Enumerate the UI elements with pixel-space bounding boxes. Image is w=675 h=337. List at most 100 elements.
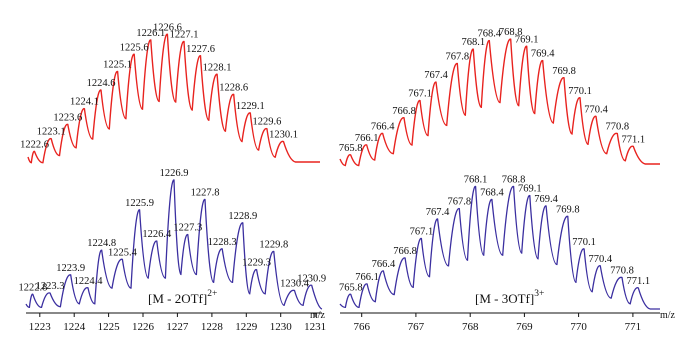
peak-label: 770.4 — [588, 254, 612, 265]
peak-label: 768.8 — [502, 175, 526, 186]
peak-label: 767.4 — [424, 70, 448, 81]
observed-2plus-trace — [25, 179, 323, 310]
peak-label: 770.1 — [572, 237, 596, 248]
peak-label: 1227.6 — [186, 44, 215, 55]
peak-label: 769.8 — [552, 66, 576, 77]
peak-label: 768.4 — [477, 29, 501, 40]
peak-label: 767.4 — [426, 207, 450, 218]
observed-3plus-x-axis-label: m/z — [660, 310, 675, 321]
peak-label: 769.1 — [515, 34, 539, 45]
peak-label: 770.1 — [568, 86, 592, 97]
peak-label: 1226.6 — [153, 22, 182, 33]
peak-label: 770.8 — [610, 266, 634, 277]
peak-label: 1229.6 — [252, 117, 281, 128]
observed-3plus-ion-label: [M - 3OTf]3+ — [475, 289, 544, 306]
peak-label: 1226.1 — [136, 28, 165, 39]
peak-label: 1225.6 — [120, 42, 149, 53]
peak-label: 1227.3 — [173, 223, 202, 234]
peak-label: 1227.1 — [170, 30, 199, 41]
peak-label: 1229.8 — [259, 240, 288, 251]
peak-label: 1222.6 — [20, 140, 49, 151]
peak-label: 767.1 — [410, 227, 434, 238]
peak-label: 1224.1 — [70, 97, 99, 108]
x-tick-label: 1231 — [304, 321, 326, 333]
x-tick-label: 1224 — [63, 321, 86, 333]
peak-label: 766.4 — [371, 122, 395, 133]
peak-label: 1223.1 — [37, 127, 66, 138]
peak-label: 1230.9 — [297, 273, 326, 284]
peak-label: 767.8 — [445, 52, 469, 63]
peak-label: 770.8 — [605, 122, 629, 133]
peak-label: 767.8 — [447, 197, 471, 208]
observed-2plus-ion-label: [M - 2OTf]2+ — [148, 289, 217, 306]
peak-label: 1226.4 — [142, 229, 172, 240]
x-tick-label: 770 — [570, 321, 587, 333]
peak-label: 1224.6 — [87, 78, 116, 89]
peak-label: 765.8 — [339, 282, 363, 293]
peak-label: 1224.8 — [87, 238, 116, 249]
peak-label: 766.1 — [355, 272, 379, 283]
observed-3plus-trace — [339, 185, 660, 310]
peak-label: 1227.8 — [191, 188, 220, 199]
peak-label: 766.8 — [393, 246, 417, 257]
peak-label: 1226.9 — [160, 168, 189, 179]
x-tick-label: 1223 — [29, 321, 52, 333]
peak-label: 1223.9 — [56, 263, 85, 274]
peak-label: 765.8 — [339, 143, 363, 154]
peak-label: 769.4 — [531, 49, 555, 60]
peak-label: 1229.3 — [242, 258, 271, 269]
peak-label: 1228.9 — [228, 211, 257, 222]
peak-label: 770.4 — [584, 104, 608, 115]
x-tick-label: 1230 — [270, 321, 293, 333]
peak-label: 766.4 — [372, 259, 396, 270]
peak-label: 771.1 — [621, 134, 645, 145]
peak-label: 768.1 — [461, 37, 485, 48]
peak-label: 1228.6 — [219, 82, 248, 93]
peak-label: 1225.1 — [103, 60, 132, 71]
peak-label: 1228.1 — [203, 62, 232, 73]
x-tick-label: 1229 — [235, 321, 258, 333]
peak-label: 766.8 — [392, 106, 416, 117]
x-tick-label: 771 — [625, 321, 642, 333]
observed-2plus-x-axis-label: m/z — [310, 310, 326, 321]
peak-label: 769.8 — [556, 204, 580, 215]
peak-label: 768.4 — [480, 188, 504, 199]
peak-label: 767.1 — [408, 89, 432, 100]
peak-label: 768.8 — [499, 27, 523, 38]
peak-label: 769.1 — [518, 184, 542, 195]
observed-3plus-x-ticks: 766 767 768 769 770 771 — [353, 313, 641, 333]
x-tick-label: 767 — [408, 321, 425, 333]
x-tick-label: 766 — [353, 321, 370, 333]
observed-2plus-x-ticks: 1223 1224 1225 1226 1227 1228 1229 1230 1231 — [29, 313, 326, 333]
peak-label: 1225.4 — [108, 247, 138, 258]
simulated-3plus-trace — [339, 38, 660, 167]
simulated-2plus-peak-labels: 1222.6 1223.1 1223.6 1224.1 1224.6 1225.1 1225… — [20, 22, 298, 150]
x-tick-label: 1227 — [166, 321, 189, 333]
x-tick-label: 1226 — [132, 321, 155, 333]
peak-label: 768.1 — [464, 175, 488, 186]
peak-label: 1222.8 — [18, 282, 47, 293]
x-tick-label: 1225 — [98, 321, 121, 333]
peak-label: 1223.3 — [36, 281, 65, 292]
peak-label: 769.4 — [534, 194, 558, 205]
peak-label: 1224.4 — [74, 276, 104, 287]
simulated-2plus-trace — [27, 33, 320, 164]
peak-label: 1230.4 — [280, 279, 310, 290]
x-tick-label: 769 — [516, 321, 533, 333]
peak-label: 1223.6 — [53, 112, 82, 123]
peak-label: 771.1 — [626, 276, 650, 287]
x-tick-label: 1228 — [201, 321, 224, 333]
x-tick-label: 768 — [462, 321, 479, 333]
peak-label: 1228.3 — [208, 237, 237, 248]
peak-label: 1225.9 — [125, 198, 154, 209]
peak-label: 766.1 — [355, 133, 379, 144]
peak-label: 1229.1 — [236, 101, 265, 112]
panel-simulated-2plus: 1222.6 1223.1 1223.6 1224.1 1224.6 1225.1 1225… — [20, 22, 320, 164]
